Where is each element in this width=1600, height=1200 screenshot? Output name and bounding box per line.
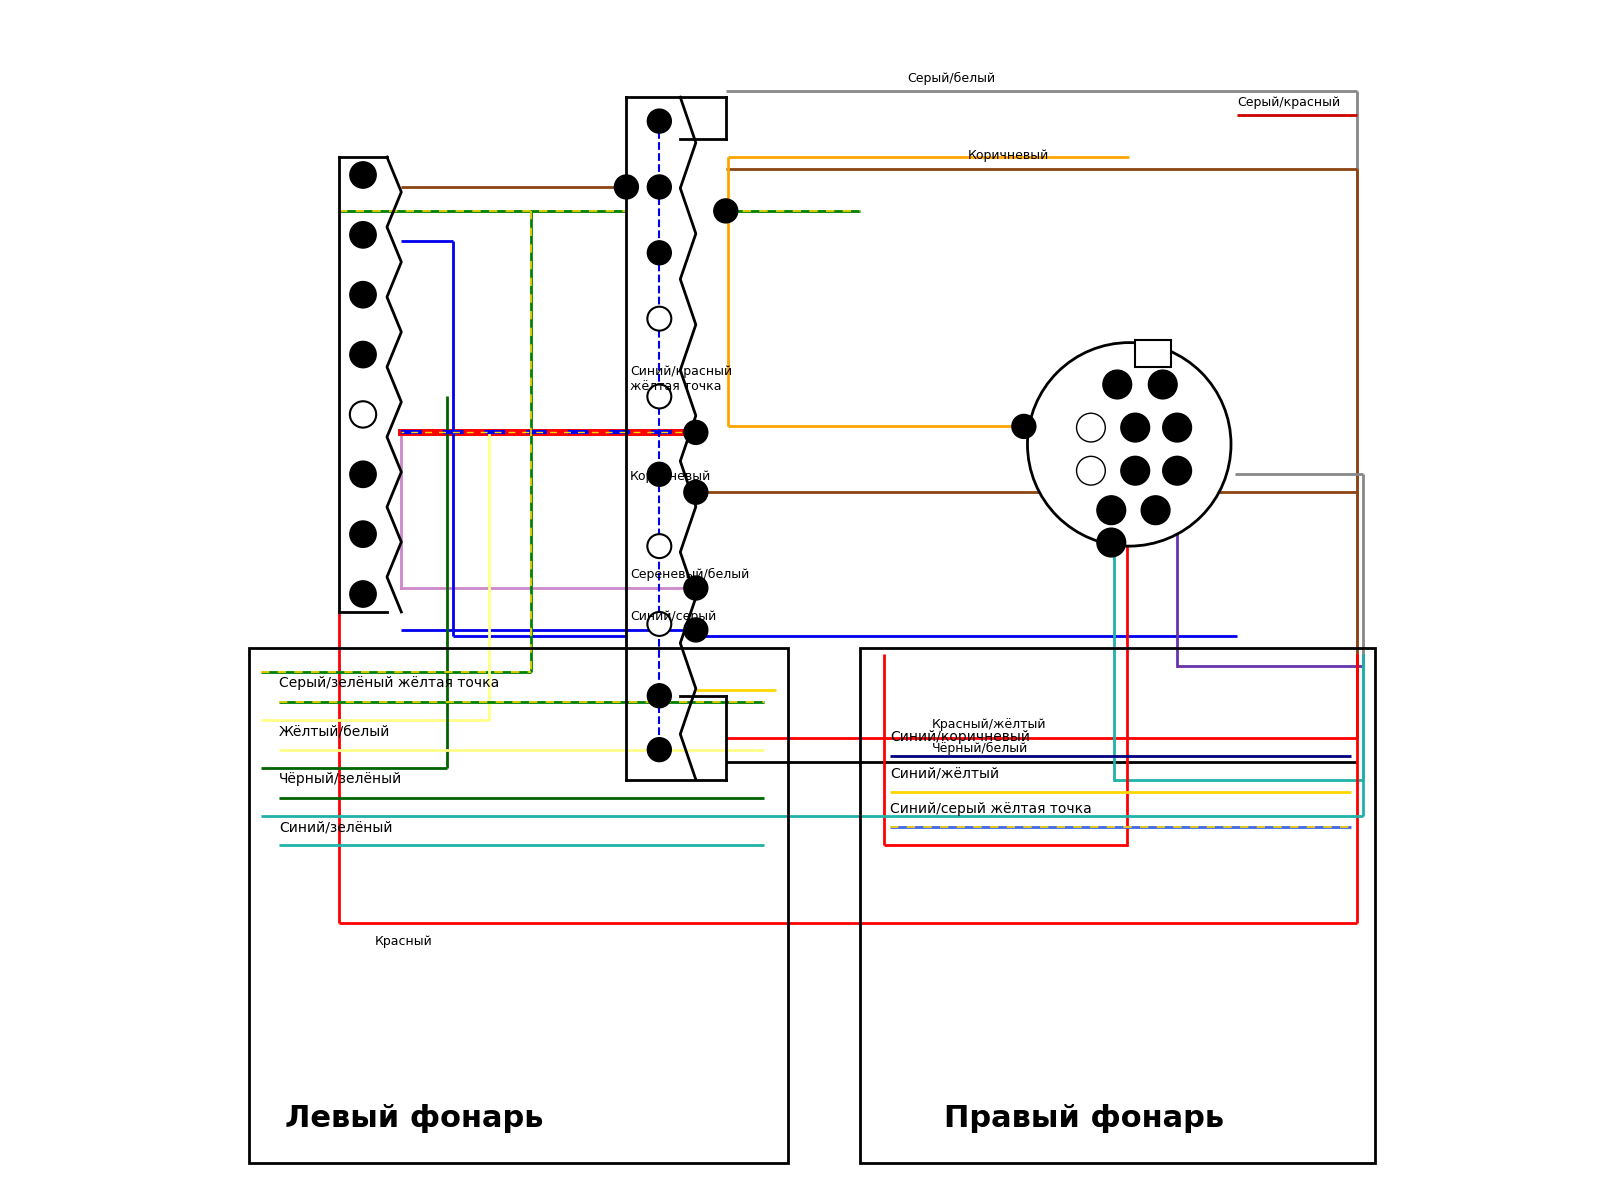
Circle shape: [714, 199, 738, 223]
Text: Коричневый: Коричневый: [968, 150, 1050, 162]
Circle shape: [648, 462, 672, 486]
Text: Левый фонарь: Левый фонарь: [285, 1104, 544, 1133]
Circle shape: [683, 618, 707, 642]
Circle shape: [350, 461, 376, 487]
Text: Серый/зелёный жёлтая точка: Серый/зелёный жёлтая точка: [280, 677, 499, 690]
Circle shape: [648, 384, 672, 408]
Circle shape: [1102, 370, 1131, 398]
Circle shape: [1122, 413, 1149, 442]
Circle shape: [683, 576, 707, 600]
Circle shape: [350, 282, 376, 308]
Circle shape: [1149, 370, 1178, 398]
Text: Красный: Красный: [374, 935, 432, 948]
Circle shape: [1163, 456, 1192, 485]
Circle shape: [1141, 496, 1170, 524]
Text: Серый/белый: Серый/белый: [907, 72, 995, 85]
Circle shape: [648, 241, 672, 265]
Circle shape: [1098, 528, 1126, 557]
Text: Синий/серый жёлтая точка: Синий/серый жёлтая точка: [890, 802, 1091, 816]
Text: Синий/красный
жёлтая точка: Синий/красный жёлтая точка: [630, 366, 733, 394]
Bar: [859, 648, 1374, 1163]
Circle shape: [350, 521, 376, 547]
Circle shape: [683, 420, 707, 444]
Circle shape: [1077, 413, 1106, 442]
Text: Сереневый/белый: Сереневый/белый: [630, 569, 749, 582]
Bar: [1136, 341, 1171, 366]
Circle shape: [1098, 496, 1126, 524]
Text: Красный/жёлтый: Красный/жёлтый: [931, 718, 1046, 731]
Circle shape: [1122, 456, 1149, 485]
Circle shape: [350, 581, 376, 607]
Circle shape: [350, 341, 376, 367]
Text: Коричневый: Коричневый: [630, 470, 712, 484]
Circle shape: [350, 401, 376, 427]
Bar: [250, 648, 789, 1163]
Text: Синий/коричневый: Синий/коричневый: [890, 731, 1030, 744]
Text: Синий/серый: Синий/серый: [630, 611, 717, 623]
Text: Синий/зелёный: Синий/зелёный: [280, 820, 392, 834]
Text: Чёрный/белый: Чёрный/белый: [931, 742, 1027, 755]
Circle shape: [1011, 414, 1035, 438]
Circle shape: [614, 175, 638, 199]
Text: Серый/красный: Серый/красный: [1237, 96, 1341, 108]
Circle shape: [648, 612, 672, 636]
Circle shape: [648, 534, 672, 558]
Circle shape: [1027, 342, 1230, 546]
Circle shape: [1163, 413, 1192, 442]
Circle shape: [350, 162, 376, 188]
Circle shape: [648, 175, 672, 199]
Circle shape: [648, 738, 672, 762]
Text: Чёрный/зелёный: Чёрный/зелёный: [280, 772, 403, 786]
Circle shape: [1077, 456, 1106, 485]
Text: Жёлтый/белый: Жёлтый/белый: [280, 725, 390, 738]
Circle shape: [683, 480, 707, 504]
Circle shape: [648, 109, 672, 133]
Circle shape: [648, 684, 672, 708]
Text: Синий/жёлтый: Синий/жёлтый: [890, 766, 998, 780]
Circle shape: [350, 222, 376, 248]
Text: Правый фонарь: Правый фонарь: [944, 1104, 1224, 1133]
Circle shape: [648, 307, 672, 331]
